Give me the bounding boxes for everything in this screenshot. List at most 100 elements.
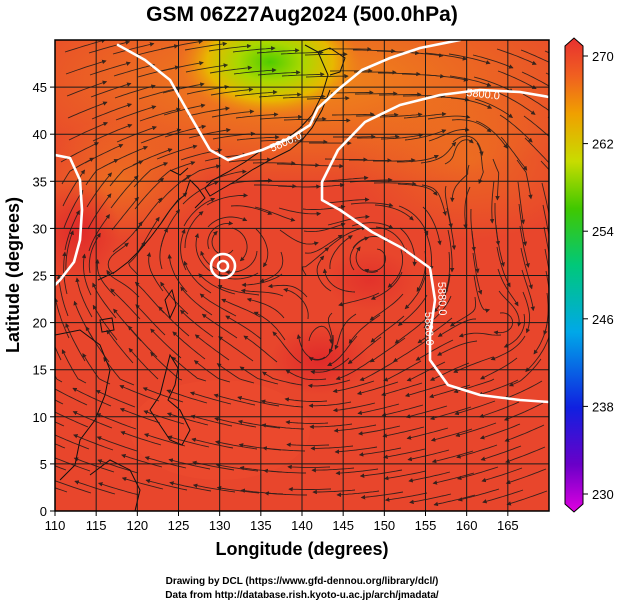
streamline <box>423 295 452 329</box>
streamline <box>88 213 110 252</box>
streamline <box>128 347 159 380</box>
streamline <box>272 331 302 364</box>
y-tick-label: 5 <box>40 457 47 472</box>
streamline <box>533 314 549 355</box>
streamline <box>121 477 164 490</box>
streamline <box>404 272 427 310</box>
streamline <box>135 304 166 336</box>
streamline <box>307 118 351 123</box>
streamline <box>241 273 283 288</box>
streamline <box>456 466 499 480</box>
streamline <box>309 423 353 430</box>
streamline <box>334 313 357 350</box>
streamline <box>500 136 528 171</box>
streamline <box>185 63 229 73</box>
streamline <box>278 207 322 217</box>
streamline <box>542 204 549 247</box>
streamline <box>55 374 63 383</box>
streamline <box>430 428 473 442</box>
streamline <box>471 230 480 274</box>
streamline <box>492 158 500 201</box>
streamline <box>113 63 156 77</box>
streamline <box>261 371 303 386</box>
streamline <box>498 92 536 115</box>
streamline <box>72 387 112 407</box>
streamline <box>493 312 514 335</box>
streamline <box>473 274 491 313</box>
streamline <box>496 246 511 288</box>
gridlines <box>55 40 549 511</box>
colorbar-tick-label: 270 <box>592 49 614 64</box>
streamline <box>158 306 190 337</box>
streamline <box>106 329 134 364</box>
streamline <box>520 49 549 63</box>
streamline <box>432 472 475 485</box>
x-tick-label: 125 <box>168 518 190 533</box>
streamline <box>215 463 259 472</box>
x-tick-label: 115 <box>86 518 107 533</box>
y-tick-label: 45 <box>33 80 47 95</box>
streamline <box>264 491 307 496</box>
streamline <box>246 297 285 319</box>
streamline <box>424 52 468 61</box>
streamline <box>72 411 113 429</box>
streamline <box>160 40 204 50</box>
y-tick-label: 35 <box>33 174 47 189</box>
x-axis-label: Longitude (degrees) <box>215 539 388 559</box>
streamline <box>73 457 115 473</box>
streamline <box>355 246 379 273</box>
streamline <box>524 137 549 164</box>
streamline <box>75 277 93 318</box>
streamline <box>231 227 248 262</box>
x-axis: 110 115 120 125 130 135 140 145 150 155 160 165 <box>45 511 519 533</box>
streamline <box>353 48 396 54</box>
streamline <box>119 407 161 424</box>
streamline <box>288 486 332 492</box>
streamline <box>150 328 182 359</box>
streamline <box>328 226 367 248</box>
y-tick-label: 10 <box>33 410 47 425</box>
streamline <box>300 163 344 169</box>
streamline <box>113 308 142 342</box>
streamline <box>64 40 106 53</box>
contour-label-2: 5800.0 <box>466 87 501 102</box>
streamline <box>357 134 400 140</box>
y-tick-label: 0 <box>40 504 47 519</box>
streamline <box>373 181 417 187</box>
streamline <box>429 384 471 399</box>
streamline <box>525 336 549 373</box>
streamline <box>228 157 272 163</box>
streamline <box>329 235 353 270</box>
y-tick-label: 15 <box>33 363 47 378</box>
streamline <box>522 291 531 334</box>
streamline <box>508 358 542 387</box>
streamline <box>348 314 381 344</box>
streamline <box>66 80 108 97</box>
contour-label-4: 5880.0 <box>435 282 448 316</box>
streamline <box>140 128 182 144</box>
streamline <box>139 107 181 122</box>
streamline <box>499 114 533 143</box>
streamline <box>95 258 116 297</box>
height-contours <box>55 40 549 404</box>
streamline <box>373 158 416 163</box>
streamline <box>449 75 492 87</box>
streamline <box>448 53 491 65</box>
streamline <box>216 485 260 494</box>
streamline <box>397 183 438 196</box>
streamline <box>496 48 537 65</box>
streamline <box>90 82 132 98</box>
streamline <box>474 98 513 119</box>
streamline <box>396 155 439 163</box>
x-tick-label: 140 <box>291 518 313 533</box>
streamline <box>225 315 262 340</box>
streamline <box>188 127 231 139</box>
streamline <box>358 447 402 457</box>
streamline <box>350 202 394 208</box>
y-axis: 0 5 10 15 20 25 30 35 40 45 <box>33 80 55 519</box>
streamline <box>327 312 334 354</box>
streamline <box>383 448 426 459</box>
streamline <box>198 273 236 295</box>
streamline <box>189 391 232 405</box>
